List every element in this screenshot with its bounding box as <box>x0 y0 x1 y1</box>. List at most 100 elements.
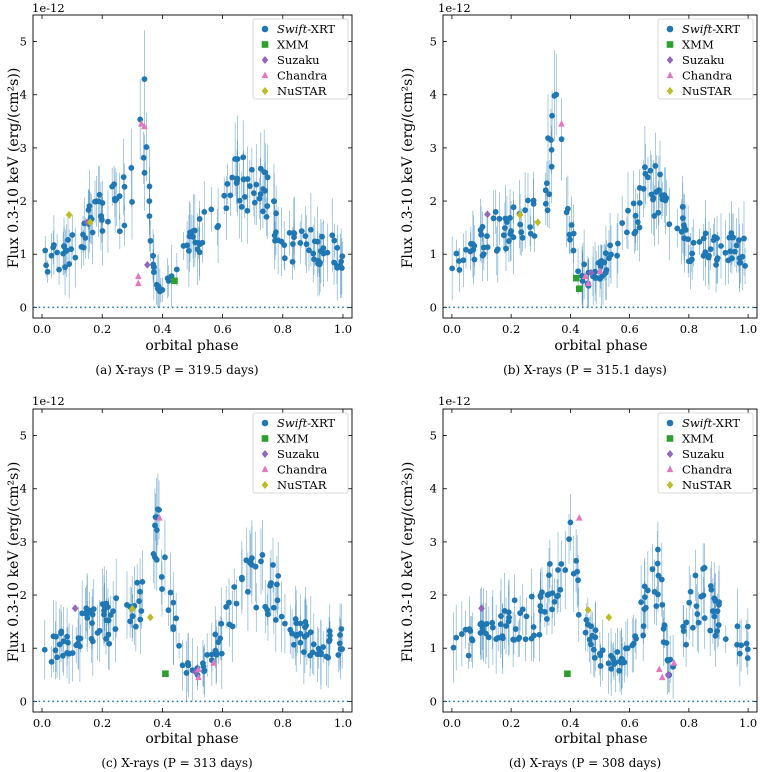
swift-point <box>557 586 564 593</box>
swift-point <box>549 590 556 596</box>
swift-point <box>623 229 630 236</box>
y-tick-label-b: 5 <box>430 35 437 49</box>
swift-point <box>517 221 524 228</box>
swift-point <box>695 619 702 626</box>
swift-point <box>302 233 309 239</box>
suzaku-point <box>71 604 79 613</box>
legend-marker-suzaku <box>261 56 269 64</box>
swift-point <box>65 236 71 243</box>
nustar-point <box>86 218 94 227</box>
legend-label-swift: Swift-XRT <box>277 416 335 430</box>
swift-point <box>597 652 604 659</box>
xmm-point <box>162 670 169 678</box>
swift-point <box>103 617 110 624</box>
swift-point <box>479 625 486 632</box>
y-tick-label-a: 2 <box>20 194 27 208</box>
swift-point <box>233 600 240 607</box>
swift-point <box>700 592 707 599</box>
legend-marker-nustar <box>666 87 674 95</box>
legend-label-text: NuSTAR <box>682 478 732 492</box>
swift-point <box>510 636 517 643</box>
swift-point <box>113 196 120 203</box>
swift-point <box>666 221 673 228</box>
swift-point <box>44 268 51 275</box>
swift-point <box>76 643 83 650</box>
swift-point <box>223 205 230 212</box>
nustar-point <box>516 210 524 219</box>
swift-point <box>536 631 543 638</box>
swift-point <box>458 631 465 637</box>
swift-point <box>89 229 96 236</box>
swift-point <box>60 250 67 257</box>
swift-point <box>162 554 168 561</box>
swift-point <box>303 241 310 248</box>
legend-label-text: Chandra <box>682 463 732 477</box>
panel-d: 0.0 0.2 0.4 0.6 0.8 1.0 0 1 2 3 4 5 Swift-XRT XMMSuza… <box>400 394 758 770</box>
swift-point <box>492 209 499 215</box>
swift-point <box>707 246 714 253</box>
swift-point <box>692 572 699 579</box>
swift-point <box>190 227 197 234</box>
swift-point <box>598 258 605 264</box>
swift-point <box>527 224 533 230</box>
swift-point <box>641 583 648 590</box>
swift-point <box>232 156 239 162</box>
suzaku-point <box>192 668 199 677</box>
swift-point <box>564 205 571 212</box>
swift-point <box>582 629 589 636</box>
y-axis-title-a: Flux 0.3-10 keV (erg/(cm²s)) <box>6 68 22 269</box>
swift-point <box>507 230 514 237</box>
axes-frame-b <box>442 14 758 319</box>
legend-marker-suzaku <box>666 450 674 458</box>
swift-point <box>642 604 649 611</box>
legend-label-text: -XRT <box>712 22 740 36</box>
y-tick-label-d: 2 <box>430 588 437 602</box>
y-tick-label-b: 0 <box>430 300 437 314</box>
chandra-point <box>584 279 592 287</box>
swift-point <box>614 240 621 247</box>
swift-point <box>190 234 196 240</box>
swift-point <box>495 635 502 641</box>
swift-point <box>165 607 172 614</box>
swift-point <box>511 597 518 604</box>
swift-point <box>150 551 157 557</box>
y-tick-label-b: 1 <box>430 247 437 261</box>
swift-point <box>147 237 154 244</box>
swift-point <box>694 611 701 617</box>
chandra-point <box>658 673 666 681</box>
swift-point <box>77 635 84 642</box>
swift-point <box>674 225 681 232</box>
x-tick-label-a: 0.2 <box>93 322 111 336</box>
legend-label-chandra: Chandra <box>682 69 732 83</box>
swift-point <box>630 200 637 207</box>
swift-point <box>43 262 50 269</box>
swift-point <box>113 595 120 602</box>
swift-point <box>735 237 742 244</box>
swift-point <box>273 210 280 217</box>
y-tick-label-c: 3 <box>20 535 27 549</box>
legend-label-italic: Swift <box>682 416 713 430</box>
swift-point <box>66 261 73 267</box>
caption-a: (a) X-rays (P = 319.5 days) <box>95 363 258 377</box>
swift-point <box>170 626 177 633</box>
offset-label-d: 1e-12 <box>438 394 471 408</box>
swift-point <box>558 561 565 567</box>
y-tick-label-a: 1 <box>20 247 27 261</box>
swift-point <box>56 641 63 648</box>
swift-point <box>173 615 180 622</box>
legend-label-text: -XRT <box>712 416 740 430</box>
swift-point <box>137 116 144 123</box>
swift-point <box>150 252 156 259</box>
swift-point <box>116 228 123 235</box>
swift-point <box>741 235 747 242</box>
y-tick-label-c: 1 <box>20 641 27 655</box>
legend-label-text: XMM <box>277 432 309 446</box>
swift-point <box>146 183 153 190</box>
swift-point <box>259 552 266 558</box>
x-tick-label-a: 0.4 <box>153 322 171 336</box>
chandra-point <box>596 267 604 274</box>
swift-point <box>484 244 491 251</box>
swift-point <box>251 199 258 206</box>
swift-point <box>326 628 333 635</box>
swift-point <box>50 244 57 251</box>
